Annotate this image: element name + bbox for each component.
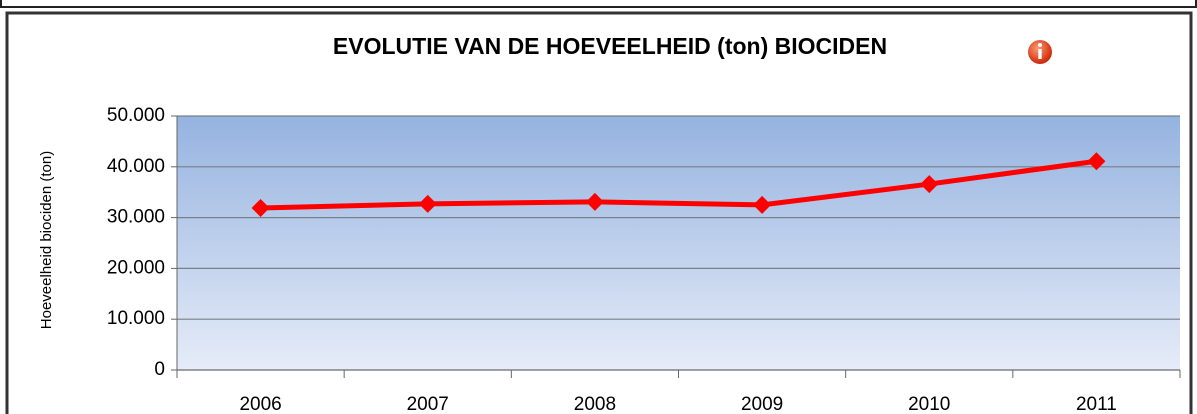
x-tick-label: 2007: [407, 394, 449, 414]
data-point: [418, 194, 437, 213]
data-point: [920, 175, 939, 194]
top-frame: [0, 0, 1197, 8]
data-point: [1087, 152, 1106, 171]
chart-title: EVOLUTIE VAN DE HOEVEELHEID (ton) BIOCID…: [333, 33, 887, 59]
x-tick-label: 2009: [741, 394, 783, 414]
x-tick-label: 2011: [1076, 394, 1117, 414]
y-tick-label: 40.000: [107, 156, 165, 177]
series-line: [260, 158, 1097, 211]
x-tick-label: 2006: [239, 394, 281, 414]
x-tick-label: 2010: [908, 394, 950, 414]
data-point: [251, 198, 270, 217]
y-tick-label: 20.000: [107, 257, 165, 278]
y-tick-label: 30.000: [107, 207, 165, 228]
data-point: [585, 192, 604, 211]
plot-area: [177, 116, 1180, 370]
data-point: [753, 195, 772, 214]
y-axis-label: Hoeveelheid biociden (ton): [38, 151, 55, 329]
y-tick-label: 10.000: [107, 308, 165, 329]
x-tick-label: 2008: [574, 394, 616, 414]
y-tick-label: 0: [154, 359, 165, 380]
y-tick-label: 50.000: [107, 105, 165, 126]
info-icon[interactable]: [1028, 40, 1052, 64]
